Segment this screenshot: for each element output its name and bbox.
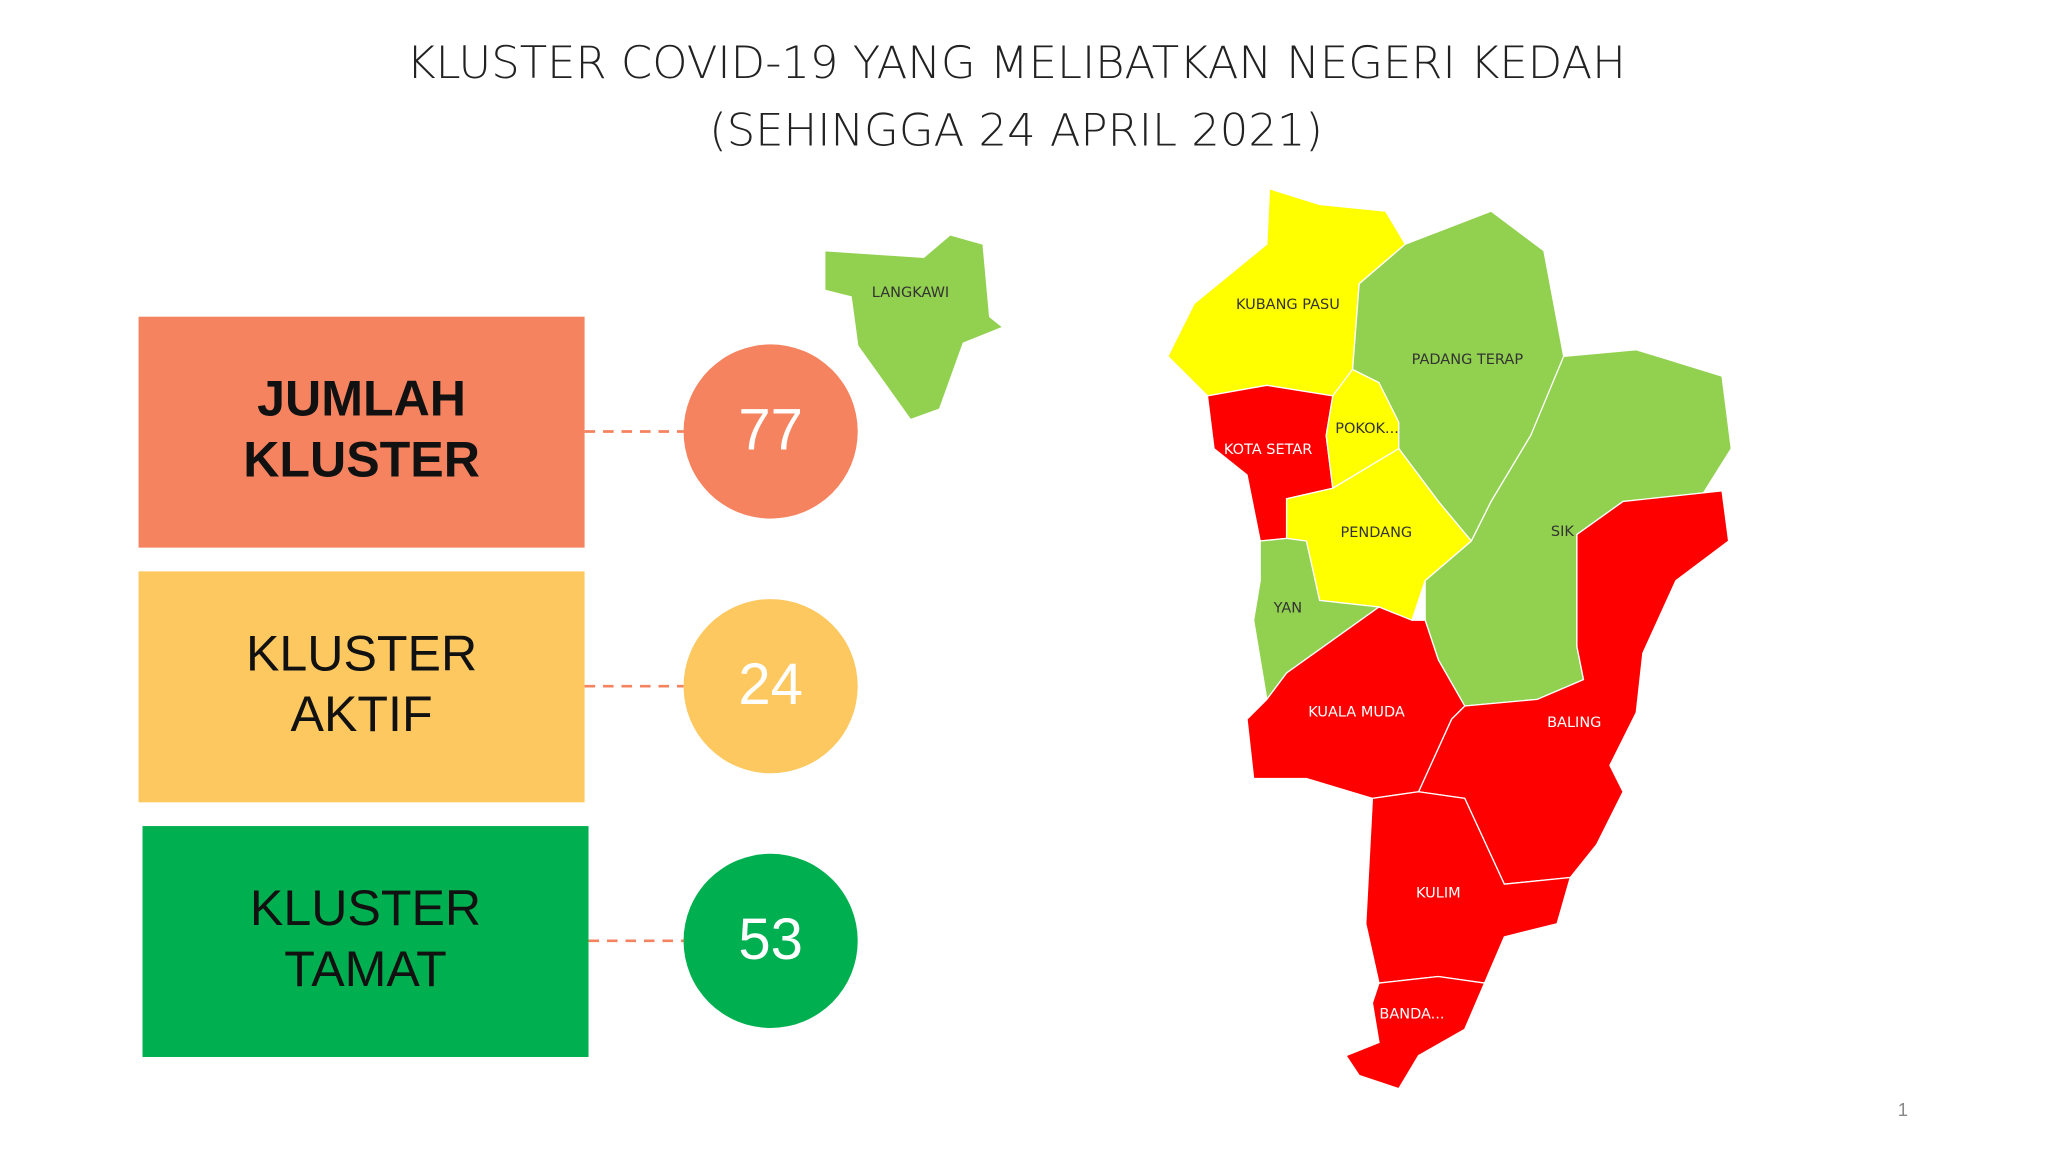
map-region [824, 234, 1005, 421]
title-line: (SEHINGGA 24 APRIL 2021) [709, 103, 1323, 156]
summary-box [142, 826, 589, 1057]
summary-label: AKTIF [291, 686, 433, 742]
map-region [1246, 606, 1466, 800]
summary-label: TAMAT [284, 941, 446, 997]
map-region [1365, 791, 1572, 984]
region-label: BANDA... [1379, 1007, 1444, 1023]
summary-value: 77 [738, 397, 803, 462]
title-line: KLUSTER COVID-19 YANG MELIBATKAN NEGERI … [406, 36, 1626, 89]
region-label: LANGKAWI [872, 285, 949, 301]
summary-label: JUMLAH [257, 371, 466, 427]
summary-box [138, 316, 585, 548]
map-region [1325, 368, 1400, 490]
region-label: BALING [1547, 715, 1601, 731]
region-label: KUBANG PASU [1236, 297, 1340, 313]
map-region [1344, 975, 1486, 1090]
summary-circle [683, 853, 858, 1028]
summary-label: KLUSTER [250, 880, 481, 936]
page-number: 1 [1898, 1099, 1908, 1120]
region-label: SIK [1551, 524, 1574, 540]
summary-circle [683, 344, 858, 519]
summary-box [138, 571, 585, 803]
region-label: KULIM [1416, 885, 1461, 901]
region-label: YAN [1273, 600, 1303, 616]
region-label: POKOK... [1335, 421, 1399, 437]
summary-label: KLUSTER [243, 431, 480, 487]
map-region [1417, 490, 1730, 885]
summary-value: 24 [738, 652, 803, 717]
summary-circle [683, 599, 858, 774]
region-label: PENDANG [1340, 525, 1412, 541]
region-label: KOTA SETAR [1224, 442, 1312, 458]
region-label: KUALA MUDA [1308, 705, 1405, 721]
summary-label: KLUSTER [246, 625, 477, 681]
summary-value: 53 [738, 907, 803, 972]
region-label: PADANG TERAP [1412, 352, 1524, 368]
